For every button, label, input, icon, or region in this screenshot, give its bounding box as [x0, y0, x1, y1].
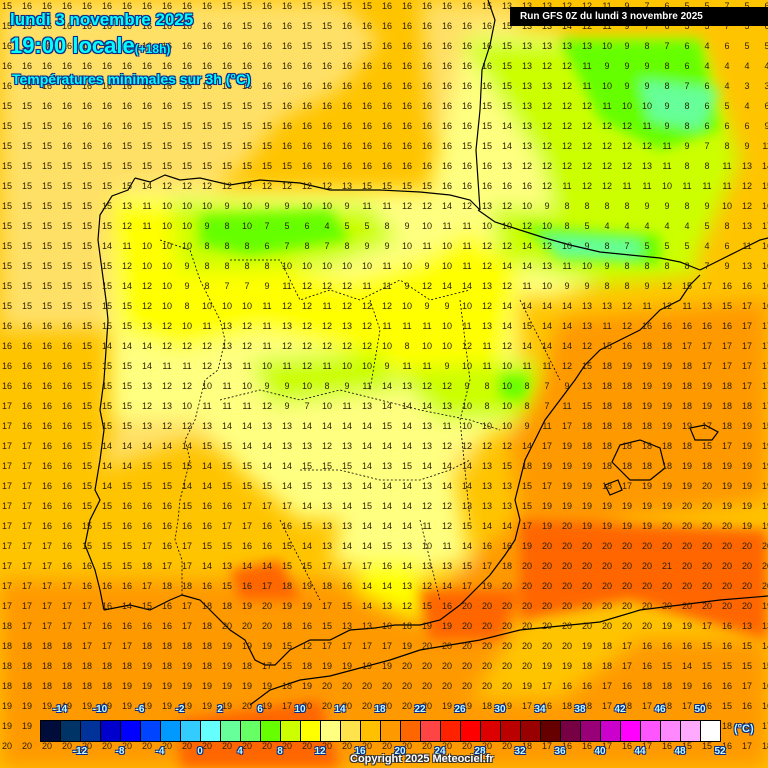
colorbar-swatch — [661, 721, 681, 741]
colorbar-swatch — [421, 721, 441, 741]
colorbar-label-bottom: 0 — [197, 746, 203, 757]
colorbar-swatch — [701, 721, 720, 741]
unit-label: (°C) — [734, 723, 754, 735]
colorbar-label-bottom: 48 — [674, 746, 686, 757]
colorbar-swatch — [141, 721, 161, 741]
colorbar-label-bottom: 16 — [354, 746, 366, 757]
colorbar-label-top: -10 — [92, 704, 108, 715]
colorbar-label-bottom: 32 — [514, 746, 526, 757]
colorbar-label-top: 42 — [614, 704, 626, 715]
colorbar-label-top: 30 — [494, 704, 506, 715]
colorbar-swatch — [221, 721, 241, 741]
colorbar-label-top: 50 — [694, 704, 706, 715]
colorbar-swatch — [401, 721, 421, 741]
colorbar-swatch — [541, 721, 561, 741]
colorbar-swatch — [681, 721, 701, 741]
colorbar-swatch — [121, 721, 141, 741]
colorbar-label-top: -2 — [175, 704, 185, 715]
colorbar-label-top: -14 — [52, 704, 68, 715]
colorbar-swatch — [361, 721, 381, 741]
colorbar-swatch — [281, 721, 301, 741]
colorbar-swatch — [561, 721, 581, 741]
colorbar-swatch — [41, 721, 61, 741]
colorbar-label-top: 22 — [414, 704, 426, 715]
colorbar-label-bottom: -8 — [115, 746, 125, 757]
colorbar-label-bottom: 44 — [634, 746, 646, 757]
colorbar-label-bottom: 52 — [714, 746, 726, 757]
colorbar-label-bottom: 28 — [474, 746, 486, 757]
colorbar-label-bottom: -4 — [155, 746, 165, 757]
colorbar-label-bottom: -12 — [72, 746, 88, 757]
colorbar-label-bottom: 8 — [277, 746, 283, 757]
forecast-offset: (+18h) — [134, 42, 171, 56]
colorbar-label-top: 6 — [257, 704, 263, 715]
copyright: Copyright 2025 Meteociel.fr — [350, 753, 494, 765]
colorbar-swatch — [521, 721, 541, 741]
colorbar — [40, 720, 721, 742]
colorbar-label-top: 26 — [454, 704, 466, 715]
colorbar-swatch — [641, 721, 661, 741]
colorbar-swatch — [481, 721, 501, 741]
colorbar-swatch — [581, 721, 601, 741]
colorbar-swatch — [341, 721, 361, 741]
colorbar-label-bottom: 4 — [237, 746, 243, 757]
colorbar-label-bottom: 36 — [554, 746, 566, 757]
model-run-label: Run GFS 0Z du lundi 3 novembre 2025 — [510, 7, 768, 26]
colorbar-label-top: 10 — [294, 704, 306, 715]
colorbar-label-top: -6 — [135, 704, 145, 715]
colorbar-swatch — [621, 721, 641, 741]
product-title: Températures minimales sur 3h (°C) — [12, 71, 251, 87]
forecast-date: lundi 3 novembre 2025 — [10, 10, 194, 29]
colorbar-swatch — [181, 721, 201, 741]
colorbar-label-bottom: 24 — [434, 746, 446, 757]
colorbar-swatch — [241, 721, 261, 741]
colorbar-swatch — [441, 721, 461, 741]
colorbar-swatch — [201, 721, 221, 741]
colorbar-label-top: 14 — [334, 704, 346, 715]
colorbar-label-top: 46 — [654, 704, 666, 715]
forecast-time: 19:00 locale(+18h) — [10, 33, 170, 59]
colorbar-swatch — [381, 721, 401, 741]
colorbar-swatch — [101, 721, 121, 741]
colorbar-label-top: 2 — [217, 704, 223, 715]
colorbar-label-bottom: 12 — [314, 746, 326, 757]
colorbar-swatch — [81, 721, 101, 741]
colorbar-swatch — [501, 721, 521, 741]
colorbar-swatch — [601, 721, 621, 741]
colorbar-label-bottom: 20 — [394, 746, 406, 757]
colorbar-label-bottom: 40 — [594, 746, 606, 757]
colorbar-swatch — [301, 721, 321, 741]
colorbar-swatch — [261, 721, 281, 741]
colorbar-label-top: 34 — [534, 704, 546, 715]
colorbar-swatch — [61, 721, 81, 741]
colorbar-swatch — [321, 721, 341, 741]
colorbar-label-top: 18 — [374, 704, 386, 715]
colorbar-label-top: 38 — [574, 704, 586, 715]
local-time: 19:00 locale — [10, 33, 135, 58]
colorbar-swatch — [161, 721, 181, 741]
colorbar-swatch — [461, 721, 481, 741]
